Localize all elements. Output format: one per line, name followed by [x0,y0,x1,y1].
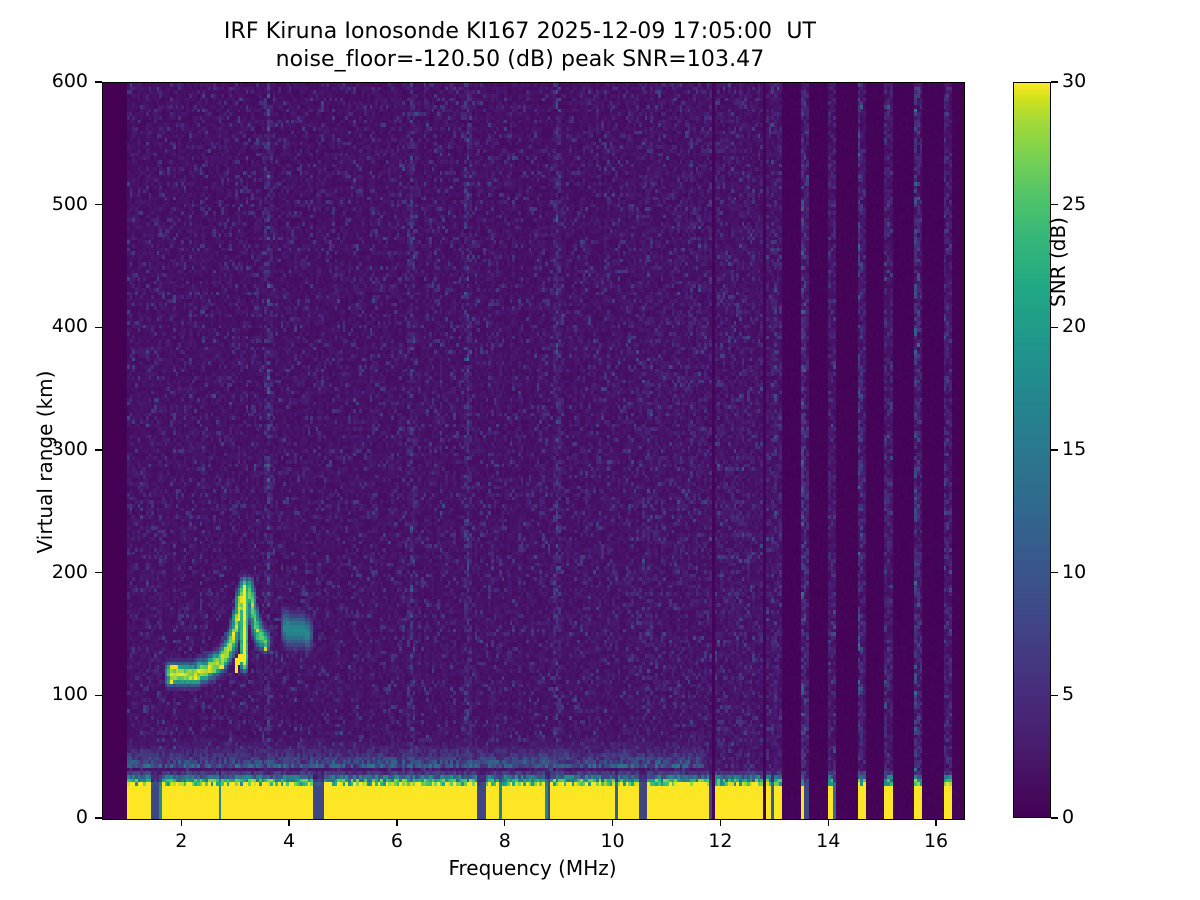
colorbar-tick-mark [1051,571,1058,574]
x-tick-mark [288,819,290,826]
x-tick-mark [504,819,506,826]
title-line-1: IRF Kiruna Ionosonde KI167 2025-12-09 17… [223,19,817,44]
colorbar-tick-mark [1051,449,1058,451]
colorbar-tick-label: 15 [1062,438,1087,460]
x-tick-mark [827,819,829,826]
colorbar-tick-label: 20 [1062,315,1087,338]
y-tick-label: 100 [51,683,88,706]
x-axis-label: Frequency (MHz) [448,856,617,880]
y-tick-mark [95,203,102,206]
colorbar-tick-label: 5 [1062,683,1075,706]
colorbar-tick-label: 25 [1062,192,1087,215]
y-tick-mark [95,326,102,329]
x-tick-mark [935,819,937,826]
colorbar-tick-mark [1051,817,1058,819]
colorbar-gradient [1013,82,1051,818]
x-tick-label: 8 [498,830,511,852]
colorbar[interactable]: 0 5 10 15 20 25 30 [1013,70,1086,828]
x-tick-mark [611,819,614,826]
title-line-2: noise_floor=-120.50 (dB) peak SNR=103.47 [275,47,765,73]
y-tick-label: 0 [75,806,88,828]
y-tick-label: 200 [51,560,88,583]
colorbar-tick-mark [1051,694,1058,697]
x-tick-label: 6 [390,830,403,852]
colorbar-tick-mark [1051,326,1058,329]
x-tick-mark [396,819,398,826]
x-tick-label: 16 [923,830,949,852]
x-tick-label: 10 [600,830,625,852]
y-tick-label: 500 [51,192,88,215]
x-tick-mark [719,819,722,826]
y-tick-label: 400 [51,315,88,338]
figure-title: IRF Kiruna Ionosonde KI167 2025-12-09 17… [0,18,1040,74]
ionogram-heatmap[interactable] [103,83,964,819]
y-tick-mark [95,571,102,574]
colorbar-tick-label: 30 [1062,70,1087,92]
ionogram-plot-area[interactable] [102,82,965,820]
x-tick-label: 4 [283,830,296,852]
colorbar-tick-label: 0 [1062,806,1075,828]
x-tick-label: 2 [175,830,188,852]
x-tick-label: 12 [708,830,733,852]
y-tick-mark [95,81,102,83]
x-tick-mark [180,819,182,826]
x-tick-label: 14 [816,830,841,852]
colorbar-tick-mark [1051,81,1058,83]
y-tick-label: 300 [51,438,88,460]
colorbar-tick-label: 10 [1062,560,1087,583]
y-tick-mark [95,449,102,451]
y-tick-mark [95,694,102,697]
y-tick-mark [95,817,102,819]
y-axis-label: Virtual range (km) [33,370,57,554]
colorbar-label: SNR (dB) [1046,217,1070,307]
colorbar-tick-mark [1051,203,1058,206]
y-tick-label: 600 [51,70,88,92]
